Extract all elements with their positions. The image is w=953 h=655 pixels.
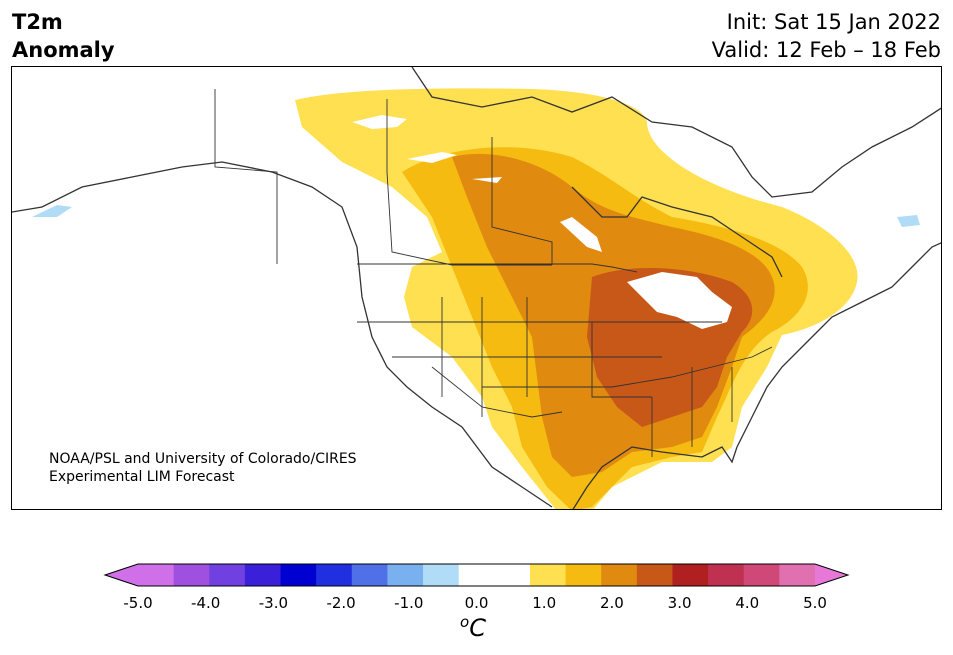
colorbar-tick-label: 2.0 — [599, 594, 624, 612]
colorbar-outline — [103, 563, 850, 587]
colorbar-tick-label: 4.0 — [735, 594, 760, 612]
colorbar-segment — [565, 564, 602, 586]
colorbar-segment — [494, 564, 531, 586]
colorbar-segment — [138, 564, 175, 586]
title-type: Anomaly — [12, 38, 115, 62]
colorbar-ticks: -5.0 -4.0 -3.0 -2.0 -1.0 0.0 1.0 2.0 3.0 4.0 5.0 — [0, 594, 953, 614]
colorbar-tick-label: -4.0 — [191, 594, 221, 612]
colorbar-segment — [708, 564, 745, 586]
colorbar-segment — [423, 564, 460, 586]
great-slave-lake — [407, 152, 457, 163]
map-credit: NOAA/PSL and University of Colorado/CIRE… — [49, 450, 357, 486]
colorbar-segment — [351, 564, 388, 586]
political-borders — [214, 89, 773, 457]
colorbar-tick-label: -3.0 — [258, 594, 289, 612]
great-lakes — [627, 272, 732, 329]
colorbar-segment — [280, 564, 317, 586]
unit-degree-symbol: o — [460, 613, 470, 631]
colorbar-segment — [244, 564, 282, 586]
colorbar-tick-label: -2.0 — [326, 594, 356, 612]
colorbar-segment — [672, 564, 709, 586]
colorbar-tick-label: 3.0 — [667, 594, 692, 612]
lake-athabasca — [472, 177, 502, 183]
credit-product: Experimental LIM Forecast — [49, 469, 235, 485]
colorbar-segment — [529, 564, 567, 586]
forecast-dates: Init: Sat 15 Jan 2022 Valid: 12 Feb – 18… — [712, 8, 941, 64]
colorbar-tick-label: 5.0 — [803, 594, 827, 612]
colorbar-segment — [779, 564, 816, 586]
colorbar-segment — [209, 564, 246, 586]
great-bear-lake — [352, 115, 407, 129]
init-date: Init: Sat 15 Jan 2022 — [726, 10, 941, 34]
colorbar-tick-label: 0.0 — [464, 594, 489, 612]
map-title: T2m Anomaly — [12, 8, 115, 64]
cold-anomaly-patch — [32, 205, 72, 217]
title-variable: T2m — [12, 10, 63, 34]
colorbar-segment — [316, 564, 353, 586]
colorbar-tick-label: 1.0 — [532, 594, 557, 612]
credit-source: NOAA/PSL and University of Colorado/CIRE… — [49, 451, 357, 467]
colorbar-unit: oC — [460, 613, 486, 642]
lake-winnipeg — [560, 217, 602, 252]
colorbar-tick-label: -5.0 — [123, 594, 153, 612]
colorbar-segment — [601, 564, 638, 586]
colorbar-over-arrow — [815, 564, 848, 586]
colorbar-segment — [636, 564, 673, 586]
cold-anomaly-patch — [897, 215, 920, 227]
colorbar-segment — [743, 564, 780, 586]
anomaly-map — [11, 66, 942, 510]
colorbar — [103, 563, 850, 587]
colorbar-segment — [458, 564, 495, 586]
colorbar-under-arrow — [105, 564, 138, 586]
unit-celsius: C — [469, 614, 486, 642]
map-canvas — [12, 67, 941, 509]
colorbar-segment — [173, 564, 210, 586]
colorbar-segment — [387, 564, 424, 586]
valid-range: Valid: 12 Feb – 18 Feb — [711, 38, 941, 62]
colorbar-tick-label: -1.0 — [394, 594, 424, 612]
coastlines — [12, 67, 941, 509]
